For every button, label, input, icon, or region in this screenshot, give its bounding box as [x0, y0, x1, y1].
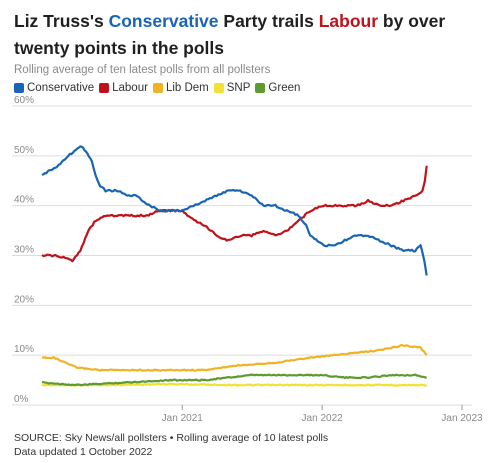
y-tick-label: 10% [14, 344, 34, 355]
title-text-2: Party trails [218, 11, 319, 31]
y-tick-label: 40% [14, 195, 34, 206]
y-tick-label: 0% [14, 394, 29, 405]
y-tick-label: 60% [14, 95, 34, 106]
legend-swatch [99, 83, 110, 93]
series-line-green [41, 373, 427, 387]
x-tick-label: Jan 2023 [441, 413, 483, 424]
title-text-3: by over twenty points in the polls [14, 11, 446, 58]
chart-title: Liz Truss's Conservative Party trails La… [14, 8, 490, 62]
series-line-conservative [41, 145, 428, 276]
y-tick-label: 20% [14, 294, 34, 305]
legend-item: Conservative [14, 82, 94, 94]
source-note: SOURCE: Sky News/all pollsters • Rolling… [14, 432, 329, 444]
legend-label: SNP [226, 82, 251, 94]
series-line-labour [41, 165, 428, 263]
chart-subtitle: Rolling average of ten latest polls from… [14, 64, 271, 76]
legend-label: Conservative [27, 82, 95, 94]
legend-swatch [152, 83, 163, 93]
chart-legend: Conservative Labour Lib Dem SNP Green [14, 82, 305, 94]
chart-footer: SOURCE: Sky News/all pollsters • Rolling… [14, 431, 328, 459]
legend-label: Lib Dem [165, 82, 209, 94]
legend-item: Green [255, 82, 300, 94]
x-tick-label: Jan 2022 [302, 413, 344, 424]
title-labour: Labour [318, 11, 379, 31]
series-line-lib-dem [41, 343, 428, 372]
updated-note: Data updated 1 October 2022 [14, 446, 153, 458]
legend-item: Labour [99, 82, 148, 94]
legend-item: SNP [213, 82, 251, 94]
title-conservative: Conservative [108, 11, 219, 31]
x-tick-label: Jan 2021 [162, 413, 204, 424]
y-tick-label: 50% [14, 145, 34, 156]
title-text-1: Liz Truss's [14, 11, 109, 31]
series-line-snp [41, 382, 428, 387]
legend-label: Labour [112, 82, 148, 94]
legend-label: Green [268, 82, 301, 94]
legend-swatch [255, 83, 266, 93]
legend-swatch [213, 83, 224, 93]
y-tick-label: 30% [14, 245, 34, 256]
legend-item: Lib Dem [152, 82, 209, 94]
legend-swatch [14, 83, 24, 93]
